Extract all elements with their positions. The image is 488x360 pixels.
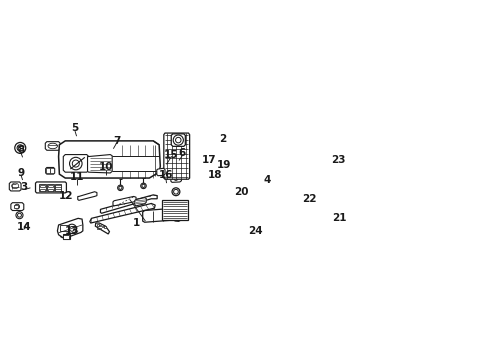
- Circle shape: [118, 185, 123, 190]
- Text: 20: 20: [233, 187, 247, 197]
- Polygon shape: [57, 218, 82, 238]
- Polygon shape: [100, 195, 157, 213]
- Bar: [40, 185, 45, 188]
- Bar: [62, 234, 69, 239]
- Polygon shape: [157, 168, 164, 176]
- Circle shape: [67, 224, 77, 234]
- Bar: [40, 189, 45, 190]
- Text: 3: 3: [20, 182, 28, 192]
- Bar: [14, 205, 18, 208]
- Bar: [18, 145, 23, 150]
- Circle shape: [69, 157, 82, 170]
- Bar: [162, 199, 188, 220]
- Bar: [60, 225, 69, 231]
- Bar: [99, 228, 101, 229]
- Bar: [102, 226, 103, 227]
- Circle shape: [142, 184, 145, 188]
- Text: 16: 16: [158, 170, 173, 180]
- Text: 5: 5: [71, 123, 79, 133]
- Text: 21: 21: [331, 212, 346, 222]
- Polygon shape: [45, 142, 60, 150]
- Polygon shape: [163, 133, 189, 179]
- Polygon shape: [36, 182, 66, 193]
- Circle shape: [17, 145, 23, 151]
- Circle shape: [174, 176, 178, 180]
- Circle shape: [16, 212, 23, 219]
- Polygon shape: [174, 214, 181, 221]
- Text: 12: 12: [58, 192, 73, 202]
- Text: 22: 22: [302, 194, 316, 204]
- Bar: [55, 185, 61, 188]
- Bar: [97, 224, 99, 226]
- Circle shape: [15, 204, 20, 209]
- Text: 17: 17: [202, 155, 217, 165]
- Polygon shape: [11, 203, 24, 211]
- Polygon shape: [9, 182, 21, 191]
- Polygon shape: [87, 154, 112, 173]
- Circle shape: [18, 213, 21, 217]
- Bar: [97, 228, 99, 229]
- Polygon shape: [59, 141, 160, 178]
- Polygon shape: [90, 203, 155, 223]
- Polygon shape: [142, 208, 177, 222]
- Bar: [63, 235, 69, 239]
- Bar: [55, 189, 61, 190]
- Text: 7: 7: [113, 136, 120, 146]
- Text: 19: 19: [217, 160, 231, 170]
- Polygon shape: [113, 197, 136, 206]
- Text: 9: 9: [18, 168, 24, 178]
- Polygon shape: [63, 154, 88, 172]
- Circle shape: [175, 138, 181, 143]
- Text: 14: 14: [17, 222, 31, 232]
- Polygon shape: [135, 198, 146, 206]
- Text: 1: 1: [133, 218, 140, 228]
- Bar: [104, 226, 106, 228]
- Text: 24: 24: [247, 226, 262, 236]
- Circle shape: [72, 160, 79, 167]
- Circle shape: [173, 135, 183, 145]
- Polygon shape: [78, 192, 97, 201]
- Polygon shape: [45, 167, 55, 174]
- Text: 15: 15: [163, 150, 178, 160]
- Circle shape: [119, 186, 122, 189]
- Bar: [47, 184, 53, 191]
- Bar: [99, 225, 101, 226]
- Bar: [46, 168, 49, 173]
- Polygon shape: [170, 175, 181, 183]
- Bar: [39, 184, 45, 191]
- Bar: [47, 189, 53, 190]
- Bar: [50, 168, 53, 173]
- Text: 11: 11: [70, 172, 84, 182]
- Text: 18: 18: [207, 170, 222, 180]
- Polygon shape: [174, 207, 181, 215]
- Polygon shape: [95, 223, 109, 234]
- Circle shape: [172, 188, 180, 195]
- Text: 8: 8: [18, 145, 24, 155]
- Text: 10: 10: [99, 162, 113, 172]
- Text: 13: 13: [65, 226, 80, 236]
- Polygon shape: [171, 134, 185, 147]
- Circle shape: [141, 183, 146, 189]
- Text: 2: 2: [219, 134, 225, 144]
- Bar: [47, 185, 53, 188]
- Text: 4: 4: [263, 175, 270, 185]
- Text: 23: 23: [330, 155, 345, 165]
- Circle shape: [15, 143, 26, 153]
- Circle shape: [173, 189, 178, 194]
- Circle shape: [69, 226, 74, 231]
- Bar: [55, 184, 61, 191]
- Text: 6: 6: [178, 148, 185, 158]
